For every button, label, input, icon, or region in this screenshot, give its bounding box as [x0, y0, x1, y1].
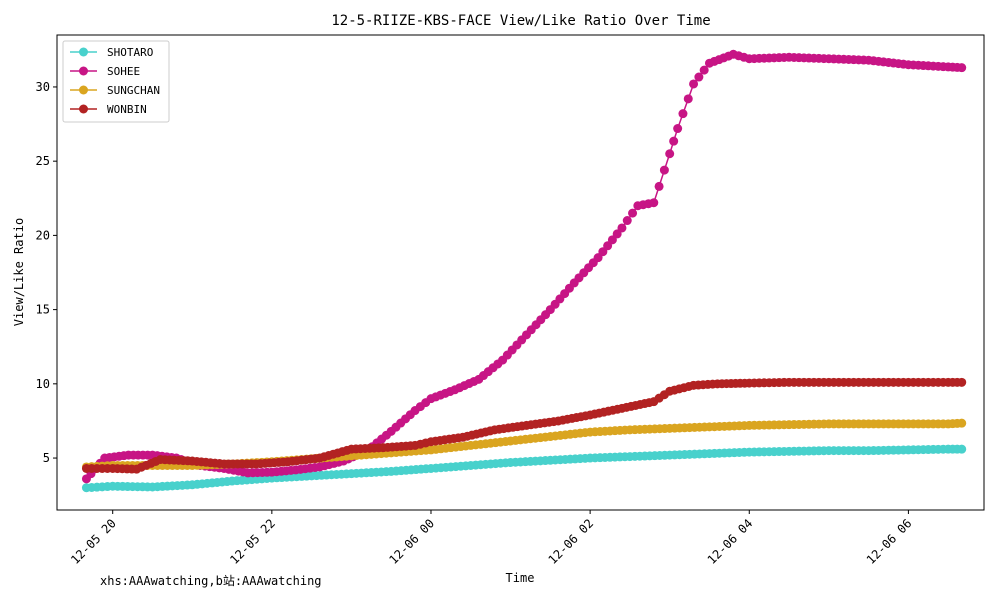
x-tick-label: 12-06 00 — [386, 516, 437, 567]
legend-item-sungchan: SUNGCHAN — [70, 84, 160, 97]
series-sohee — [81, 49, 967, 484]
data-point — [673, 124, 683, 134]
data-point — [689, 79, 699, 89]
legend-label: SUNGCHAN — [107, 84, 160, 97]
legend-marker — [79, 66, 88, 76]
y-tick-label: 15 — [36, 303, 50, 317]
legend-marker — [79, 85, 88, 95]
legend-label: SHOTARO — [107, 46, 153, 59]
data-point — [699, 65, 709, 75]
data-point — [665, 149, 675, 159]
x-axis: 12-05 20 12-05 22 12-06 00 12-06 02 12-06 04… — [68, 510, 915, 567]
x-tick-label: 12-05 20 — [68, 516, 119, 567]
series-wonbin — [81, 377, 967, 474]
data-point — [654, 181, 664, 191]
x-tick-label: 12-06 06 — [864, 516, 915, 567]
legend-marker — [79, 104, 88, 114]
legend-item-shotaro: SHOTARO — [70, 46, 153, 59]
data-point — [678, 109, 688, 119]
data-point — [957, 377, 967, 387]
data-point — [628, 208, 638, 218]
data-point — [957, 444, 967, 454]
y-tick-label: 20 — [36, 228, 50, 242]
x-tick-label: 12-06 04 — [705, 516, 756, 567]
data-point — [694, 72, 704, 82]
legend-item-wonbin: WONBIN — [70, 103, 147, 116]
data-point — [669, 136, 679, 146]
y-axis: 5 10 15 20 25 30 — [36, 80, 57, 465]
plot-area — [56, 34, 985, 511]
x-tick-label: 12-06 02 — [545, 516, 596, 567]
data-point — [683, 94, 693, 104]
legend-item-sohee: SOHEE — [70, 65, 140, 78]
y-tick-label: 5 — [43, 451, 50, 465]
data-point — [957, 63, 967, 73]
x-axis-label: Time — [506, 571, 535, 585]
legend-frame — [62, 40, 170, 123]
y-tick-label: 10 — [36, 377, 50, 391]
watermark-text: xhs:AAAwatching,b站:AAAwatching — [100, 574, 322, 588]
y-tick-label: 25 — [36, 154, 50, 168]
data-point — [622, 216, 632, 226]
data-point — [659, 165, 669, 175]
legend-marker — [79, 47, 88, 57]
series-layer — [81, 49, 967, 493]
data-point — [957, 418, 967, 428]
data-point — [617, 223, 627, 233]
legend-label: WONBIN — [107, 103, 147, 116]
x-tick-label: 12-05 22 — [227, 516, 278, 567]
legend: SHOTARO SOHEE SUNGCHAN WONBIN — [62, 40, 170, 123]
y-tick-label: 30 — [36, 80, 50, 94]
legend-label: SOHEE — [107, 65, 140, 78]
series-shotaro — [81, 444, 967, 493]
y-axis-label: View/Like Ratio — [12, 218, 26, 326]
data-point — [649, 198, 659, 208]
chart-title: 12-5-RIIZE-KBS-FACE View/Like Ratio Over… — [331, 13, 710, 29]
